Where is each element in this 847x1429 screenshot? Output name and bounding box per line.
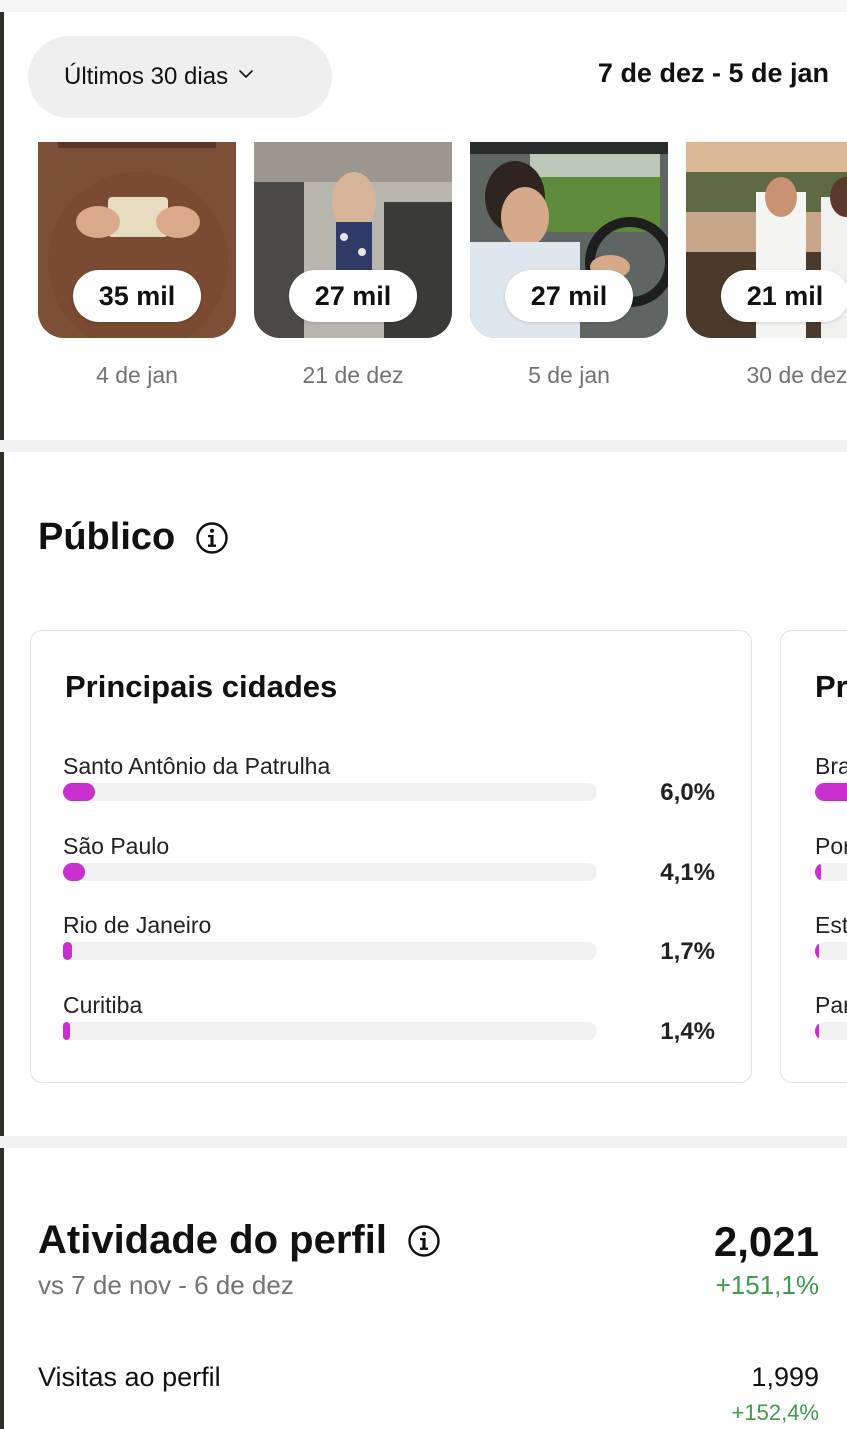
content-thumbnail[interactable]: 27 mil xyxy=(470,142,668,338)
section-divider xyxy=(0,1136,847,1148)
date-range-label: 7 de dez - 5 de jan xyxy=(597,58,829,88)
city-name: Santo Antônio da Patrulha xyxy=(63,753,331,779)
info-icon[interactable] xyxy=(407,1224,441,1258)
audience-section-title: Público xyxy=(38,516,229,559)
top-content-row: 35 mil 27 mil xyxy=(38,142,847,402)
audience-title-text: Público xyxy=(38,516,176,558)
country-name: Bra xyxy=(815,753,847,779)
country-bar-fill xyxy=(815,942,819,960)
city-bar-fill xyxy=(63,1022,71,1040)
profile-visits-label: Visitas ao perfil xyxy=(38,1362,221,1392)
city-bar-track xyxy=(63,942,597,960)
city-bar-fill xyxy=(63,863,85,881)
view-count-badge: 27 mil xyxy=(505,270,633,322)
country-name: Par xyxy=(815,992,847,1018)
city-row: Santo Antônio da Patrulha 6,0% xyxy=(63,753,723,825)
content-thumbnail[interactable]: 21 mil xyxy=(686,142,847,338)
city-name: Rio de Janeiro xyxy=(63,912,212,938)
content-thumbnail[interactable]: 35 mil xyxy=(38,142,236,338)
country-bar-track xyxy=(815,863,847,881)
country-bar-track xyxy=(815,942,847,960)
city-row: Curitiba 1,4% xyxy=(63,992,723,1064)
city-row: Rio de Janeiro 1,7% xyxy=(63,912,723,984)
city-name: São Paulo xyxy=(63,833,170,859)
city-bar-track xyxy=(63,783,597,801)
profile-activity-title-text: Atividade do perfil xyxy=(38,1218,387,1262)
content-thumbnail[interactable]: 27 mil xyxy=(254,142,452,338)
content-date: 30 de dez xyxy=(746,362,847,388)
period-filter-label: Últimos 30 dias xyxy=(64,63,229,90)
comparison-period: vs 7 de nov - 6 de dez xyxy=(38,1270,294,1300)
profile-visits-value: 1,999 xyxy=(751,1362,819,1392)
country-name: Est xyxy=(815,912,847,938)
view-count-badge: 21 mil xyxy=(721,270,847,322)
thumbnail-image xyxy=(38,142,236,338)
city-bar-track xyxy=(63,863,597,881)
content-date: 4 de jan xyxy=(96,362,178,388)
profile-activity-title: Atividade do perfil xyxy=(38,1218,441,1263)
top-cities-card[interactable]: Principais cidades Santo Antônio da Patr… xyxy=(30,630,752,1083)
city-bar-fill xyxy=(63,942,73,960)
thumbnail-image xyxy=(470,142,668,338)
country-bar-track xyxy=(815,783,847,801)
country-bar-fill xyxy=(815,783,847,801)
top-countries-card[interactable]: Pr Bra Por Est Par xyxy=(780,630,847,1083)
content-date: 5 de jan xyxy=(528,362,610,388)
view-count-badge: 27 mil xyxy=(289,270,417,322)
chevron-down-icon xyxy=(238,66,254,82)
profile-activity-change: +151,1% xyxy=(715,1270,819,1300)
top-divider xyxy=(0,0,847,12)
city-bar-fill xyxy=(63,783,96,801)
city-row: São Paulo 4,1% xyxy=(63,833,723,905)
city-percentage: 6,0% xyxy=(660,779,715,806)
content-date: 21 de dez xyxy=(302,362,404,388)
country-bar-track xyxy=(815,1022,847,1040)
section-divider xyxy=(0,440,847,452)
country-bar-fill xyxy=(815,1022,819,1040)
city-bar-track xyxy=(63,1022,597,1040)
country-name: Por xyxy=(815,833,847,859)
period-filter-button[interactable]: Últimos 30 dias xyxy=(28,36,332,118)
city-percentage: 4,1% xyxy=(660,859,715,886)
info-icon[interactable] xyxy=(195,521,229,555)
city-percentage: 1,4% xyxy=(660,1018,715,1045)
city-percentage: 1,7% xyxy=(660,938,715,965)
profile-activity-total: 2,021 xyxy=(713,1218,819,1265)
left-edge-strip xyxy=(0,0,4,1429)
top-cities-title: Principais cidades xyxy=(65,669,338,704)
view-count-badge: 35 mil xyxy=(73,270,201,322)
top-countries-title: Pr xyxy=(815,669,847,704)
country-bar-fill xyxy=(815,863,822,881)
city-name: Curitiba xyxy=(63,992,143,1018)
profile-visits-change: +152,4% xyxy=(731,1400,819,1425)
